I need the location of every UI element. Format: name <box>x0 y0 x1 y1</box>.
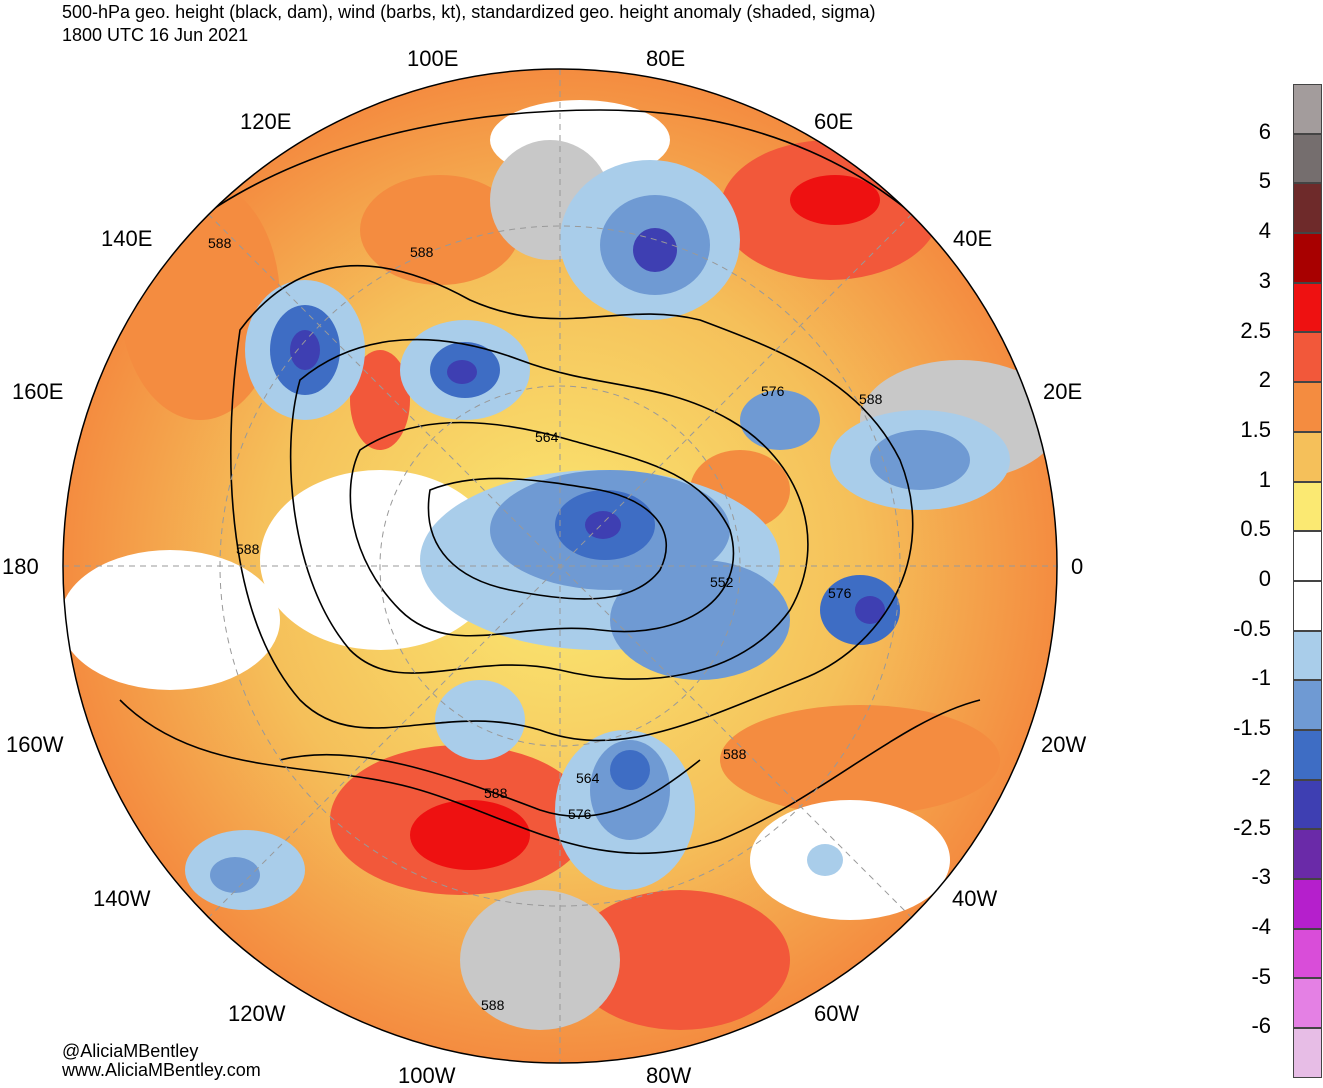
contour-label: 576 <box>568 806 592 822</box>
longitude-label: 160E <box>12 379 64 404</box>
colorbar-label: 1.5 <box>1240 416 1271 442</box>
colorbar-segment <box>1293 481 1322 532</box>
colorbar-label: 1 <box>1258 466 1271 492</box>
colorbar-segment <box>1293 133 1322 184</box>
longitude-label: 140W <box>93 886 151 911</box>
contour-label: 588 <box>723 746 747 762</box>
colorbar-label: 3 <box>1258 267 1271 293</box>
shaded-anomaly-field <box>63 69 1057 1063</box>
colorbar-segment <box>1293 282 1322 333</box>
colorbar-segment <box>1293 431 1322 482</box>
longitude-label: 80E <box>646 46 686 71</box>
longitude-label: 140E <box>101 226 153 251</box>
longitude-label: 120E <box>240 109 292 134</box>
colorbar-segment <box>1293 233 1322 283</box>
longitude-label: 60W <box>814 1001 860 1026</box>
contour-label: 588 <box>484 785 508 801</box>
colorbar-label: -2 <box>1251 764 1271 790</box>
colorbar-label: -1 <box>1251 665 1271 691</box>
colorbar-label: 6 <box>1258 118 1271 144</box>
longitude-label: 20W <box>1041 732 1087 757</box>
colorbar-segment <box>1293 928 1322 979</box>
colorbar-label: -4 <box>1251 913 1271 939</box>
colorbar-label: -5 <box>1251 963 1271 989</box>
colorbar-label: -6 <box>1251 1013 1271 1039</box>
height-contours <box>119 109 981 854</box>
colorbar-label: 4 <box>1258 218 1271 244</box>
graticule <box>63 69 1057 1063</box>
colorbar-segment <box>1293 729 1322 780</box>
colorbar-segment <box>1293 978 1322 1029</box>
contour-label: 588 <box>236 541 260 557</box>
longitude-label: 100W <box>398 1063 456 1088</box>
colorbar-label: -0.5 <box>1233 615 1271 641</box>
colorbar-label: -1.5 <box>1233 715 1271 741</box>
longitude-label: 80W <box>646 1063 692 1088</box>
contour-label: 576 <box>828 585 852 601</box>
colorbar-label: -2.5 <box>1233 814 1271 840</box>
contour-label: 564 <box>576 770 600 786</box>
contour-label: 588 <box>859 391 883 407</box>
longitude-label: 120W <box>228 1001 286 1026</box>
colorbar-segment <box>1293 183 1322 234</box>
longitude-label: 100E <box>407 46 459 71</box>
map-title: 500-hPa geo. height (black, dam), wind (… <box>62 2 876 22</box>
colorbar-segment <box>1293 630 1322 681</box>
longitude-label: 60E <box>814 109 854 134</box>
colorbar-label: 2 <box>1258 367 1271 393</box>
colorbar-segment <box>1293 332 1322 383</box>
longitude-label: 160W <box>6 732 64 757</box>
colorbar-segment <box>1293 84 1322 134</box>
longitude-label: 0 <box>1071 554 1084 579</box>
colorbar-label: 0.5 <box>1240 516 1271 542</box>
contour-label: 564 <box>535 429 559 445</box>
colorbar-label: 2.5 <box>1240 317 1271 343</box>
map-valid-time: 1800 UTC 16 Jun 2021 <box>62 25 249 45</box>
colorbar-segment <box>1293 580 1322 631</box>
contour-label: 588 <box>410 244 434 260</box>
contour-label: 588 <box>208 235 232 251</box>
colorbar-segment <box>1293 779 1322 830</box>
colorbar-segment <box>1293 879 1322 929</box>
colorbar-segment <box>1293 531 1322 581</box>
colorbar-segment <box>1293 1028 1322 1078</box>
longitude-label: 180 <box>2 554 39 579</box>
contour-label: 588 <box>481 997 505 1013</box>
longitude-label: 20E <box>1043 379 1083 404</box>
author-website: www.AliciaMBentley.com <box>62 1060 261 1080</box>
colorbar <box>1293 84 1323 1078</box>
colorbar-segment <box>1293 680 1322 730</box>
author-handle: @AliciaMBentley <box>62 1041 199 1061</box>
colorbar-segment <box>1293 829 1322 879</box>
colorbar-label: -3 <box>1251 864 1271 890</box>
longitude-label: 40E <box>953 226 993 251</box>
colorbar-label: 5 <box>1258 168 1271 194</box>
colorbar-segment <box>1293 382 1322 432</box>
map-boundary <box>62 68 1058 1064</box>
contour-label: 576 <box>761 383 785 399</box>
colorbar-label: 0 <box>1258 566 1271 591</box>
longitude-label: 40W <box>952 886 998 911</box>
contour-label: 552 <box>710 574 734 590</box>
